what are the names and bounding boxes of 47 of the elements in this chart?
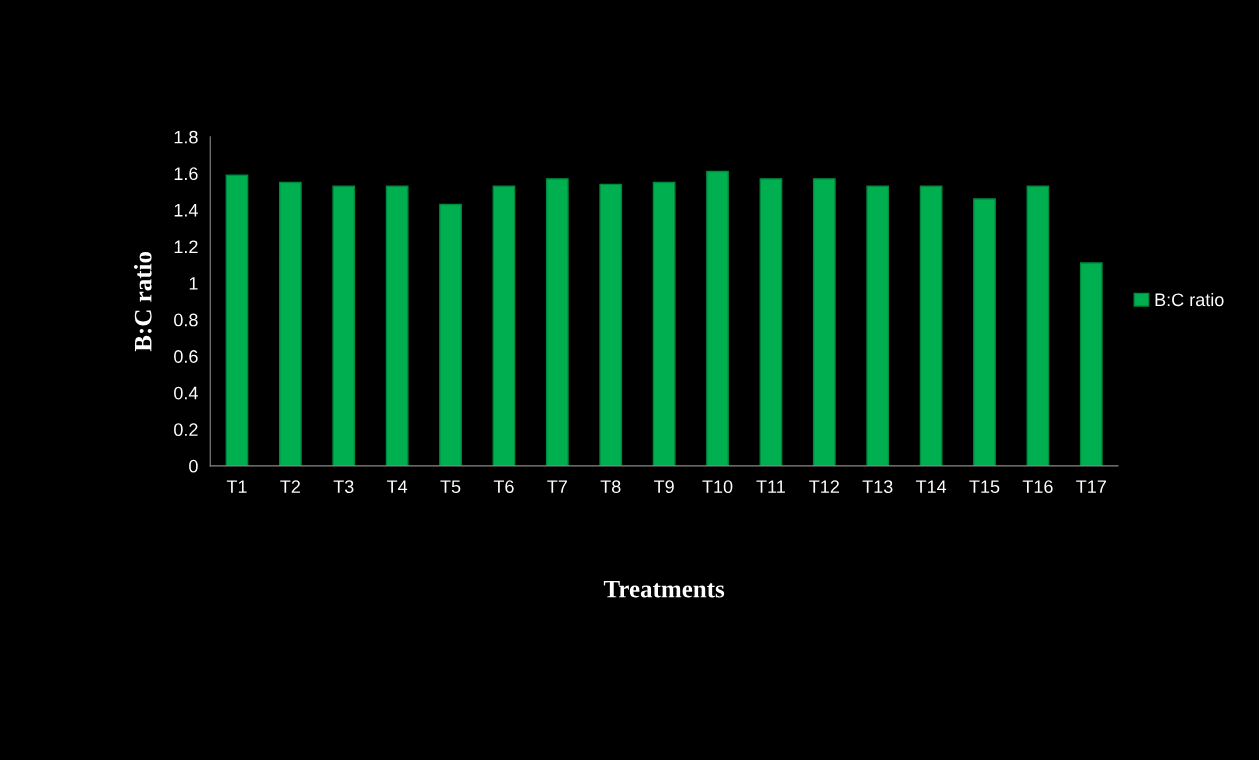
y-tick-label: 1.2 [174, 240, 198, 254]
legend-label: B:C ratio [1155, 292, 1224, 307]
x-tick-label: T16 [1022, 480, 1053, 494]
y-tick-label: 0.6 [174, 350, 198, 363]
y-tick-label: 0.8 [174, 313, 198, 327]
bar [973, 198, 996, 466]
bar [759, 178, 783, 466]
bar [1079, 262, 1103, 466]
x-tick-label: T9 [653, 480, 674, 494]
bar [919, 185, 943, 466]
x-tick-label: T1 [226, 480, 247, 493]
x-axis-title: Treatments [603, 580, 725, 598]
bar [278, 181, 302, 466]
bar [706, 170, 729, 466]
y-axis-title: B:C ratio [134, 251, 152, 352]
y-tick-label: 0.2 [174, 423, 198, 437]
x-tick-label: T8 [600, 480, 621, 494]
x-tick-label: T6 [493, 480, 514, 494]
x-tick-label: T17 [1076, 480, 1106, 493]
x-tick-label: T3 [333, 480, 354, 494]
x-tick-label: T12 [809, 480, 839, 493]
bar [385, 185, 409, 466]
y-tick-label: 1.4 [174, 204, 198, 217]
x-tick-label: T11 [756, 480, 785, 493]
y-tick-label: 0 [189, 459, 198, 473]
bar [652, 181, 676, 466]
y-tick-label: 1.6 [174, 167, 198, 181]
bar [545, 178, 569, 466]
x-tick-label: T13 [862, 480, 893, 494]
bar [812, 178, 836, 466]
x-tick-label: T4 [387, 480, 408, 493]
x-tick-label: T15 [969, 480, 1000, 494]
x-tick-label: T10 [702, 480, 733, 494]
y-tick-label: 1 [189, 277, 198, 290]
bar [439, 203, 462, 466]
x-tick-label: T7 [547, 480, 567, 493]
x-tick-label: T2 [280, 480, 300, 493]
bar [1026, 185, 1050, 466]
bar [866, 185, 890, 466]
bar [332, 185, 356, 466]
bar [599, 183, 623, 466]
y-tick-label: 0.4 [174, 386, 198, 400]
bar [492, 185, 516, 466]
x-tick-label: T14 [915, 480, 947, 493]
bar [225, 174, 249, 466]
y-tick-label: 1.8 [174, 130, 198, 144]
x-tick-label: T5 [440, 480, 461, 494]
